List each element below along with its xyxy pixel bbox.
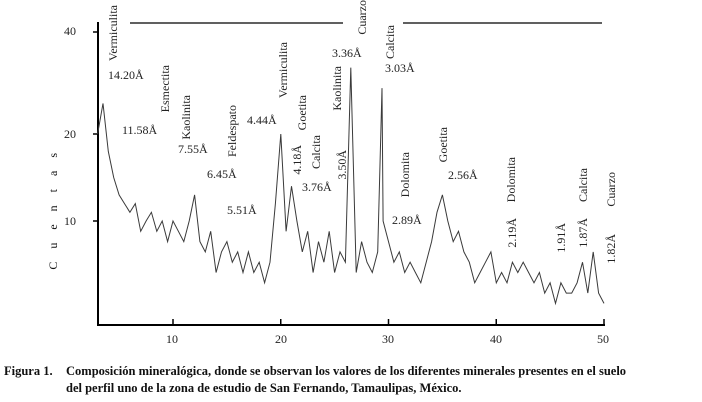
figure-number: Figura 1.	[4, 364, 53, 378]
caption-line-1: Composición mineralógica, donde se obser…	[66, 364, 627, 378]
mineral-label: Cuarzo	[604, 172, 618, 207]
d-spacing-label: 5.51Å	[227, 203, 257, 217]
mineral-label: Vermiculita	[106, 5, 120, 61]
y-tick-label: 20	[64, 127, 76, 141]
x-tick-label: 10	[166, 332, 178, 346]
mineral-label: Calcita	[309, 135, 323, 169]
mineral-label: Calcita	[576, 168, 590, 202]
x-tick-label: 20	[275, 332, 287, 346]
d-spacing-label: 1.82Å	[604, 234, 618, 264]
d-spacing-label: 2.56Å	[448, 168, 478, 182]
x-tick-label: 30	[382, 332, 394, 346]
d-spacing-label: 14.20Å	[108, 68, 144, 82]
diffractogram-line	[97, 67, 605, 306]
x-tick-label: 50	[597, 332, 609, 346]
d-spacing-label: 2.19Å	[505, 218, 519, 248]
mineral-label: Esmectita	[158, 65, 172, 113]
d-spacing-label: 4.18Å	[290, 145, 304, 175]
mineral-label: Dolomita	[398, 152, 412, 198]
y-tick-label: 10	[64, 214, 76, 228]
d-spacing-label: 3.03Å	[385, 61, 415, 75]
mineral-label: Goetita	[436, 127, 450, 163]
d-spacing-label: 6.45Å	[207, 167, 237, 181]
d-spacing-label: 1.87Å	[576, 218, 590, 248]
y-tick-label: 40	[64, 24, 76, 38]
mineral-label: Kaolinita	[179, 95, 193, 140]
mineral-label: Calcita	[383, 25, 397, 59]
d-spacing-label: 3.76Å	[302, 180, 332, 194]
figure-caption: Figura 1. Composición mineralógica, donde…	[4, 363, 626, 397]
mineral-label: Dolomita	[504, 157, 518, 203]
mineral-label: Goetita	[295, 95, 309, 131]
d-spacing-label: 2.89Å	[392, 213, 422, 227]
d-spacing-label: 7.55Å	[178, 142, 208, 156]
x-tick-label: 40	[490, 332, 502, 346]
d-spacing-label: 3.36Å	[332, 46, 362, 60]
d-spacing-label: 1.91Å	[554, 223, 568, 253]
mineral-label: Cuarzo	[355, 0, 369, 35]
d-spacing-label: 11.58Å	[122, 123, 158, 137]
d-spacing-label: 3.50Å	[335, 150, 349, 180]
xrd-chart	[93, 22, 605, 326]
mineral-label: Vermiculita	[276, 42, 290, 98]
caption-line-2: del perfil uno de la zona de estudio de …	[66, 381, 462, 395]
mineral-label: Feldespato	[225, 105, 239, 157]
mineral-label: Kaolinita	[330, 66, 344, 111]
d-spacing-label: 4.44Å	[247, 113, 277, 127]
y-axis-label: C u e n t a s	[46, 148, 60, 270]
